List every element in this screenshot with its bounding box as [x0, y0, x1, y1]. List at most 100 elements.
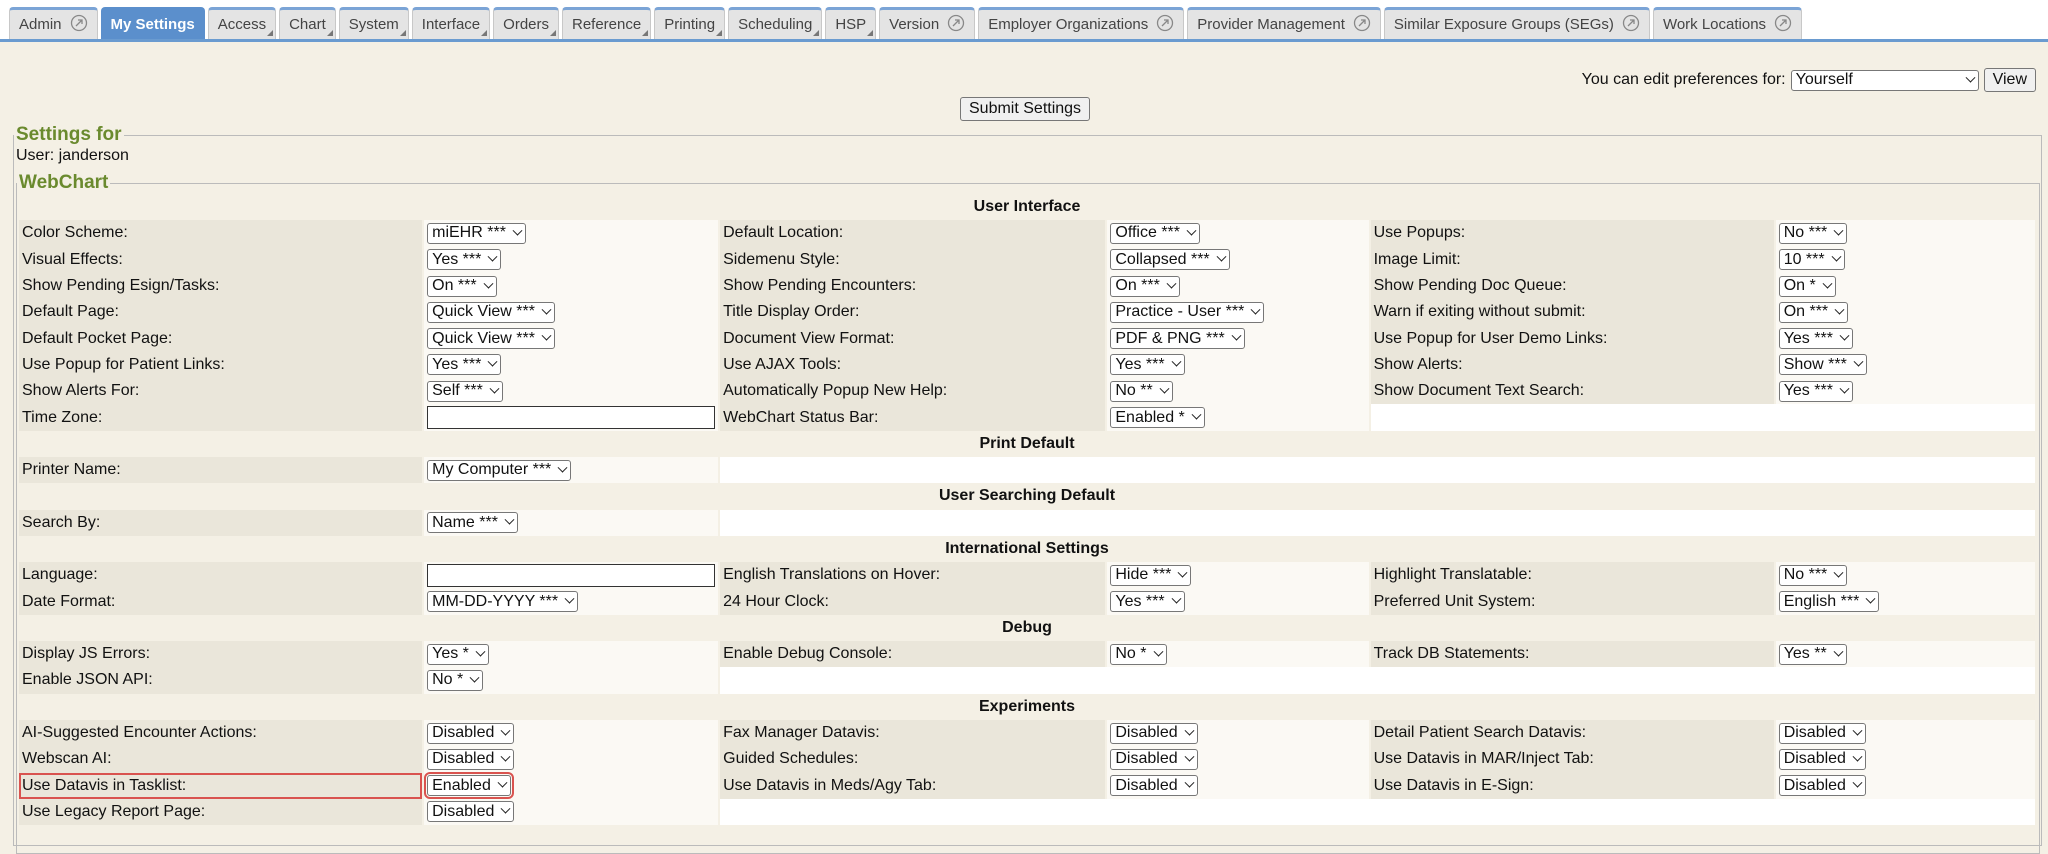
setting-label: Default Location: — [720, 220, 1106, 247]
setting-label: Detail Patient Search Datavis: — [1370, 719, 1774, 747]
select[interactable]: Self *** — [427, 380, 503, 402]
setting-control: Quick View *** — [424, 299, 719, 326]
section-title: User Searching Default — [19, 483, 2035, 510]
tab[interactable]: Printing — [654, 7, 726, 39]
select[interactable]: On *** — [427, 275, 497, 297]
select[interactable]: Name *** — [427, 512, 518, 534]
setting-control: miEHR *** — [424, 220, 719, 247]
select[interactable]: Collapsed *** — [1110, 249, 1230, 271]
setting-label: Use Popups: — [1370, 220, 1774, 247]
select[interactable]: Yes *** — [427, 354, 502, 376]
tab-label: Scheduling — [738, 16, 813, 33]
select[interactable]: Practice - User *** — [1110, 301, 1265, 323]
select[interactable]: Yes *** — [1778, 380, 1853, 402]
select-value: Yes *** — [432, 355, 482, 373]
setting-control: On *** — [424, 272, 719, 300]
tab[interactable]: Chart — [279, 7, 336, 39]
view-button[interactable]: View — [1983, 68, 2036, 92]
setting-control: Yes *** — [1107, 351, 1369, 379]
select[interactable]: Enabled * — [1110, 407, 1205, 429]
setting-label: Warn if exiting without submit: — [1370, 299, 1774, 326]
select[interactable]: Disabled — [427, 748, 515, 770]
setting-label: Use Datavis in Meds/Agy Tab: — [720, 772, 1106, 799]
select[interactable]: On *** — [1110, 275, 1180, 297]
select[interactable]: Quick View *** — [427, 328, 555, 350]
tab[interactable]: Scheduling — [728, 7, 823, 39]
select[interactable]: No *** — [1778, 564, 1848, 586]
external-icon-svg — [1157, 14, 1174, 31]
select[interactable]: Show *** — [1778, 354, 1867, 376]
select[interactable]: No *** — [1778, 222, 1848, 244]
select[interactable]: MM-DD-YYYY *** — [427, 591, 579, 613]
select[interactable]: PDF & PNG *** — [1110, 328, 1245, 350]
setting-label: Automatically Popup New Help: — [720, 378, 1106, 405]
select[interactable]: 10 *** — [1778, 249, 1845, 271]
select[interactable]: Disabled — [1778, 748, 1866, 770]
tab-label: Similar Exposure Groups (SEGs) — [1393, 16, 1614, 33]
tab[interactable]: Employer Organizations — [978, 7, 1185, 39]
setting-control: Hide *** — [1107, 562, 1369, 589]
select[interactable]: Disabled — [427, 801, 515, 823]
select[interactable]: Yes *** — [427, 249, 502, 271]
submit-button[interactable]: Submit Settings — [960, 97, 1091, 121]
external-icon — [947, 14, 965, 36]
setting-label: Title Display Order: — [720, 299, 1106, 326]
tab[interactable]: Provider Management — [1187, 7, 1381, 39]
select[interactable]: Disabled — [1778, 775, 1866, 797]
setting-control: Yes *** — [1775, 325, 2035, 352]
empty-cell — [720, 456, 2035, 484]
tab[interactable]: HSP — [825, 7, 877, 39]
select-value: No ** — [1115, 382, 1153, 400]
settings-legend: Settings for — [16, 124, 122, 145]
select[interactable]: On *** — [1778, 301, 1849, 323]
setting-label: Track DB Statements: — [1370, 641, 1774, 668]
select[interactable]: Disabled — [1110, 722, 1198, 744]
tab[interactable]: Interface — [411, 7, 491, 39]
select[interactable]: Yes *** — [1778, 328, 1853, 350]
select-value: Yes *** — [1783, 382, 1833, 400]
select-value: Enabled — [432, 776, 491, 794]
select[interactable]: English *** — [1778, 591, 1880, 613]
select[interactable]: No * — [1110, 643, 1167, 665]
tab[interactable]: Similar Exposure Groups (SEGs) — [1383, 7, 1650, 39]
pref-select[interactable]: Yourself — [1790, 69, 1979, 91]
select[interactable]: No * — [427, 669, 484, 691]
select[interactable]: Office *** — [1110, 222, 1200, 244]
select[interactable]: miEHR *** — [427, 222, 526, 244]
tab[interactable]: My Settings — [100, 7, 205, 39]
setting-label: Sidemenu Style: — [720, 246, 1106, 273]
select[interactable]: On * — [1778, 275, 1836, 297]
setting-row: AI-Suggested Encounter Actions: Disabled F… — [19, 719, 2035, 747]
select-value: Self *** — [432, 382, 483, 400]
select[interactable]: Quick View *** — [427, 301, 555, 323]
settings-table: User Interface Color Scheme: miEHR *** Defa… — [17, 194, 2037, 826]
select[interactable]: Enabled — [424, 772, 514, 800]
select[interactable]: Disabled — [1110, 775, 1198, 797]
tab[interactable]: Admin — [9, 7, 98, 39]
select[interactable]: Yes * — [427, 643, 489, 665]
setting-label: Language: — [19, 562, 423, 589]
tab[interactable]: System — [338, 7, 409, 39]
tab[interactable]: Work Locations — [1652, 7, 1803, 39]
select[interactable]: No ** — [1110, 380, 1173, 402]
setting-control: Disabled — [424, 798, 719, 826]
setting-label: Show Document Text Search: — [1370, 378, 1774, 405]
select[interactable]: Yes *** — [1110, 591, 1185, 613]
tab[interactable]: Version — [879, 7, 976, 39]
select[interactable]: Disabled — [1110, 748, 1198, 770]
tab-label: Version — [889, 16, 940, 33]
tab[interactable]: Reference — [562, 7, 652, 39]
text-input[interactable] — [427, 563, 716, 587]
tab[interactable]: Orders — [493, 7, 559, 39]
external-icon — [1622, 14, 1640, 36]
setting-row: Color Scheme: miEHR *** Default Location: O… — [19, 220, 2035, 247]
tab[interactable]: Access — [207, 7, 277, 39]
select[interactable]: Disabled — [1778, 722, 1866, 744]
select-value: 10 *** — [1783, 250, 1825, 268]
select[interactable]: My Computer *** — [427, 459, 572, 481]
text-input[interactable] — [427, 406, 716, 430]
select[interactable]: Hide *** — [1110, 564, 1192, 586]
select[interactable]: Yes *** — [1110, 354, 1185, 376]
select[interactable]: Disabled — [427, 722, 515, 744]
select[interactable]: Yes ** — [1778, 643, 1847, 665]
